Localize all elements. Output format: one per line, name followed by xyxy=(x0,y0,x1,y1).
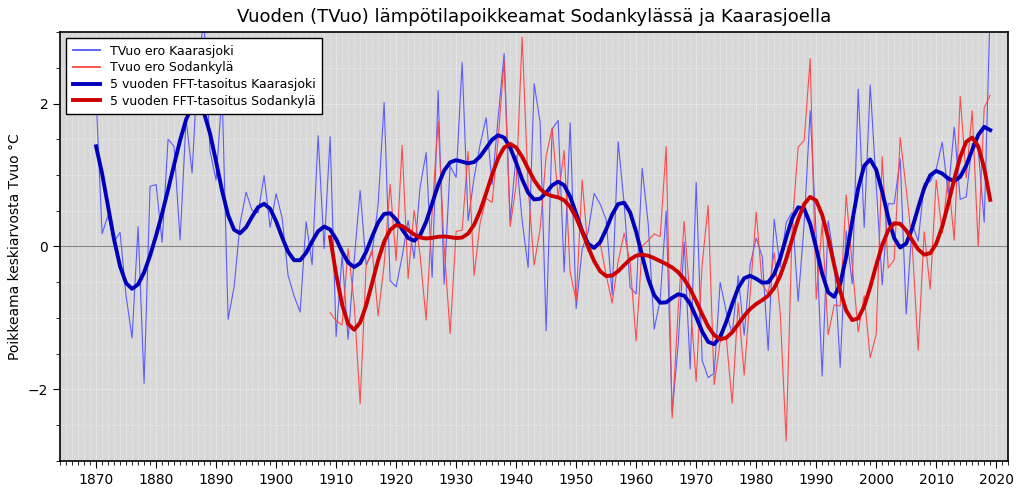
Y-axis label: Poikkeama keskiarvosta Tvuo °C: Poikkeama keskiarvosta Tvuo °C xyxy=(8,133,23,360)
Title: Vuoden (TVuo) lämpötilapoikkeamat Sodankylässä ja Kaarasjoella: Vuoden (TVuo) lämpötilapoikkeamat Sodank… xyxy=(237,8,831,26)
Legend: TVuo ero Kaarasjoki, Tvuo ero Sodankylä, 5 vuoden FFT-tasoitus Kaarasjoki, 5 vuo: TVuo ero Kaarasjoki, Tvuo ero Sodankylä,… xyxy=(67,38,323,114)
